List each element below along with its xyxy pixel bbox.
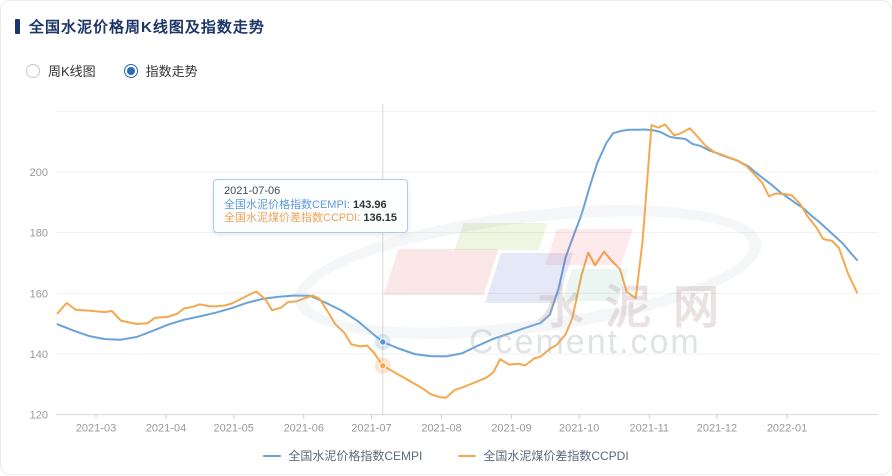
x-tick-label: 2021-05 — [214, 423, 254, 435]
radio-weekly-kline[interactable]: 周K线图 — [26, 61, 96, 80]
tooltip-date: 2021-07-06 — [224, 185, 281, 197]
x-tick-label: 2022-01 — [767, 423, 807, 435]
tooltip-value-ccpdi: 136.15 — [363, 212, 397, 224]
highlight-dot-ccpdi — [379, 361, 387, 370]
header: 全国水泥价格周K线图及指数走势 — [15, 16, 265, 37]
tooltip-row-ccpdi: 全国水泥煤价差指数CCPDI: 136.15 — [224, 212, 397, 226]
x-tick-label: 2021-04 — [146, 423, 186, 435]
legend-label-cempi: 全国水泥价格指数CEMPI — [288, 449, 423, 463]
page-title: 全国水泥价格周K线图及指数走势 — [29, 19, 265, 36]
tooltip-value-cempi: 143.96 — [352, 198, 387, 211]
legend-item-cempi[interactable]: 全国水泥价格指数CEMPI — [263, 447, 422, 464]
radio-circle-icon[interactable] — [26, 63, 40, 78]
tooltip-label-ccpdi: 全国水泥煤价差指数CCPDI: — [224, 212, 361, 224]
legend-label-ccpdi: 全国水泥煤价差指数CCPDI — [483, 449, 629, 463]
tooltip: 2021-07-06 全国水泥价格指数CEMPI: 143.96 全国水泥煤价差… — [213, 179, 408, 233]
x-tick-label: 2021-03 — [76, 423, 116, 435]
x-tick-label: 2021-11 — [629, 423, 669, 435]
x-tick-label: 2021-09 — [491, 423, 531, 435]
x-tick-label: 2021-12 — [697, 423, 737, 435]
tooltip-row-cempi: 全国水泥价格指数CEMPI: 143.96 — [224, 199, 397, 213]
radio-label[interactable]: 指数走势 — [145, 64, 198, 79]
radio-label[interactable]: 周K线图 — [48, 64, 96, 79]
x-tick-label: 2021-06 — [284, 423, 324, 435]
legend-marker-cempi — [263, 454, 282, 457]
x-tick-label: 2021-08 — [421, 423, 461, 435]
legend-item-ccpdi[interactable]: 全国水泥煤价差指数CCPDI — [458, 447, 629, 464]
chart-mode-radios: 周K线图 指数走势 — [26, 61, 198, 80]
series-line-cempi — [56, 128, 858, 358]
y-tick-label: 140 — [30, 349, 48, 361]
highlight-dot-cempi — [379, 338, 387, 346]
radio-index-trend[interactable]: 指数走势 — [123, 61, 198, 80]
y-tick-label: 160 — [30, 288, 48, 300]
y-tick-label: 120 — [30, 410, 48, 422]
x-tick-label: 2021-07 — [351, 423, 391, 435]
y-tick-label: 180 — [30, 228, 48, 240]
radio-circle-icon[interactable] — [123, 63, 138, 78]
x-tick-label: 2021-10 — [559, 423, 599, 435]
y-tick-label: 200 — [30, 167, 48, 179]
title-accent-bar — [15, 19, 20, 34]
legend-marker-ccpdi — [458, 454, 477, 457]
tooltip-label-cempi: 全国水泥价格指数CEMPI: — [224, 198, 350, 211]
legend: 全国水泥价格指数CEMPI 全国水泥煤价差指数CCPDI — [1, 447, 891, 464]
series-line-ccpdi — [56, 123, 858, 399]
